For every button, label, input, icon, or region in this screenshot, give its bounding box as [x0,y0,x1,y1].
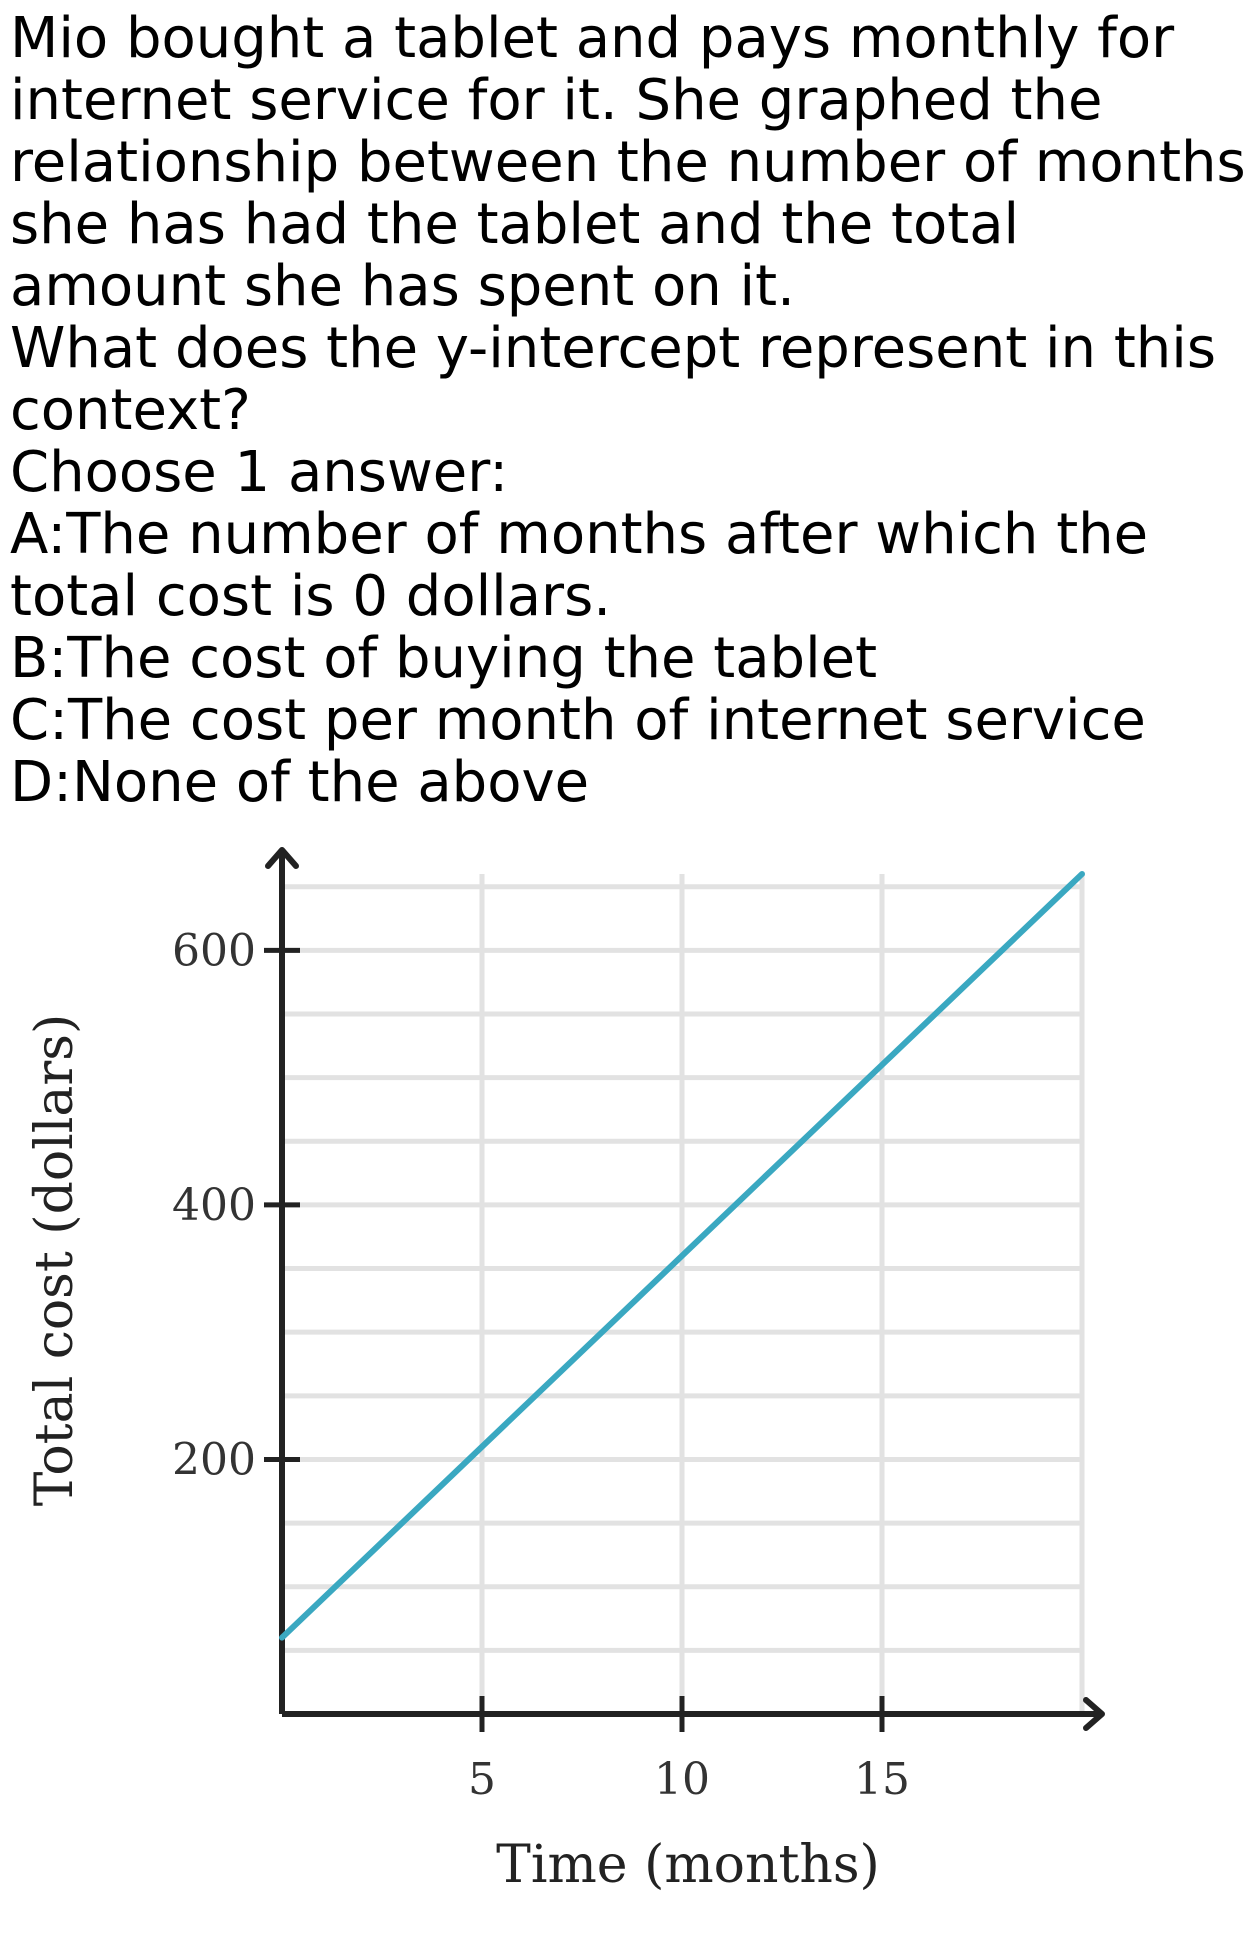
y-tick-label: 200 [172,1434,256,1485]
grid [282,874,1085,1714]
axes [265,847,1105,1731]
question-stem: Mio bought a tablet and pays monthly for… [10,6,1246,319]
question-text: Mio bought a tablet and pays monthly for… [10,8,1246,814]
y-tick-label: 400 [172,1180,256,1231]
x-tick-label: 15 [854,1754,910,1805]
question-prompt: What does the y-intercept represent in t… [10,316,1216,443]
ticks: 200 400 600 5 10 15 [172,925,910,1805]
choice-c[interactable]: C:The cost per month of internet service [10,688,1146,753]
x-axis-label: Time (months) [496,1835,880,1895]
y-tick-label: 600 [172,925,256,976]
series-line [279,871,1085,1641]
choice-b[interactable]: B:The cost of buying the tablet [10,626,878,691]
x-tick-label: 10 [654,1754,710,1805]
x-tick-label: 5 [468,1754,496,1805]
answer-instruction: Choose 1 answer: [10,440,509,505]
choice-d[interactable]: D:None of the above [10,750,590,815]
y-axis-arrow [265,847,299,869]
choice-a[interactable]: A:The number of months after which the t… [10,502,1149,629]
line-chart: 200 400 600 5 10 15 Time (months) Total cost … [25,847,1105,1895]
x-axis-arrow [1083,1697,1105,1731]
y-axis-label: Total cost (dollars) [25,1014,85,1507]
chart-container: 200 400 600 5 10 15 Time (months) Total cost … [0,840,1252,1936]
series [279,871,1085,1641]
